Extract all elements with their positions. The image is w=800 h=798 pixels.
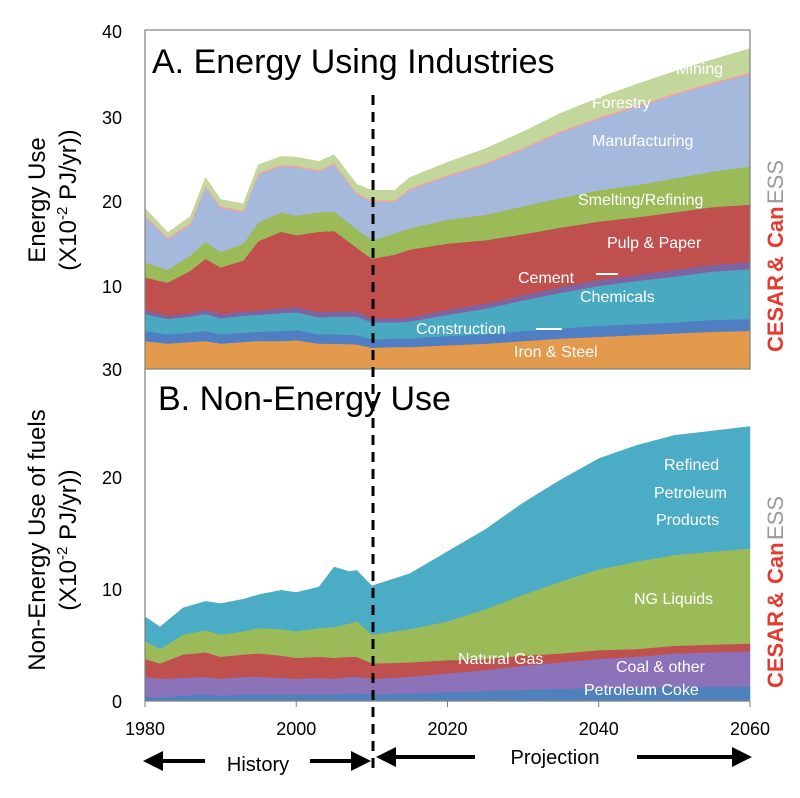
panel-a-ytick-10: 10 (102, 277, 122, 297)
panel-a-ytick-30: 30 (102, 108, 122, 128)
panel-a-ylabel-line2: (X10-2 PJ/yr)) (54, 129, 82, 270)
x-axis-ticks: 1980 2000 2020 2040 2060 (125, 701, 770, 739)
panel-a-yticks: 40 30 20 10 (102, 22, 122, 297)
projection-arrow: Projection (376, 747, 752, 769)
panel-a-series-labels: Mining Forestry Manufacturing Smelting/R… (416, 61, 723, 361)
projection-arrow-right-head (732, 747, 752, 767)
brand-amp-b: & (763, 592, 788, 608)
x-tick-2020: 2020 (427, 719, 467, 739)
brand-cesar-a: CESAR (763, 275, 788, 352)
projection-label: Projection (511, 747, 600, 769)
label-refined-3: Products (656, 512, 719, 529)
panel-b-ytick-0: 0 (112, 692, 122, 712)
brand-ess-b: ESS (763, 496, 788, 540)
projection-arrow-left-head (376, 747, 396, 767)
panel-b-ylabel-line2: (X10-2 PJ/yr)) (54, 469, 82, 610)
panel-b-ytick-10: 10 (102, 580, 122, 600)
panel-b-title: B. Non-Energy Use (158, 380, 451, 418)
label-refined-2: Petroleum (654, 485, 727, 502)
history-arrow: History (143, 751, 371, 776)
panel-a-ylabel-line1: Energy Use (24, 137, 51, 262)
label-refined-1: Refined (664, 457, 719, 474)
label-natural-gas: Natural Gas (458, 651, 543, 668)
label-mining: Mining (676, 61, 723, 78)
panel-a-areas (144, 48, 751, 370)
brand-ess-a: ESS (763, 160, 788, 204)
panel-a: A. Energy Using Industries 40 30 20 10 E… (24, 22, 788, 370)
x-tick-1980: 1980 (125, 719, 165, 739)
panel-a-ytick-20: 20 (102, 192, 122, 212)
panel-b-series-labels: Refined Petroleum Products NG Liquids Na… (458, 457, 727, 699)
brand-cesar-b: CESAR (763, 611, 788, 688)
panel-b: B. Non-Energy Use 30 20 10 0 Non-Energy … (24, 360, 788, 712)
brand-can-a: Can (763, 206, 788, 248)
label-coal-1: Coal & other (616, 659, 706, 676)
label-chemicals: Chemicals (580, 289, 655, 306)
x-tick-2040: 2040 (579, 719, 619, 739)
brand-can-b: Can (763, 542, 788, 584)
x-tick-2060: 2060 (730, 719, 770, 739)
panel-a-frame (144, 29, 751, 370)
label-forestry: Forestry (592, 95, 651, 112)
brand-logo-b: CESAR & Can ESS (763, 496, 788, 688)
label-pulp: Pulp & Paper (607, 235, 702, 252)
panel-a-ytick-40: 40 (102, 22, 122, 42)
label-iron-steel: Iron & Steel (514, 344, 598, 361)
label-smelting: Smelting/Refining (578, 192, 703, 209)
label-manufacturing: Manufacturing (592, 133, 693, 150)
history-arrow-right-head (351, 751, 371, 771)
panel-b-ytick-30: 30 (102, 360, 122, 380)
panel-b-areas (144, 426, 751, 702)
label-coal-2: Petroleum Coke (584, 682, 699, 699)
label-ng-liquids: NG Liquids (634, 591, 713, 608)
brand-amp-a: & (763, 256, 788, 272)
panel-b-yticks: 30 20 10 0 (102, 360, 122, 712)
panel-a-title: A. Energy Using Industries (152, 43, 555, 81)
panel-b-ylabel-line1: Non-Energy Use of fuels (24, 409, 51, 670)
brand-logo-a: CESAR & Can ESS (763, 160, 788, 352)
x-tick-2000: 2000 (276, 719, 316, 739)
history-arrow-left-head (143, 751, 163, 771)
panel-b-ytick-20: 20 (102, 468, 122, 488)
label-construction: Construction (416, 321, 506, 338)
label-cement: Cement (518, 270, 575, 287)
area-areas-b-4 (144, 426, 751, 650)
history-label: History (227, 754, 289, 776)
